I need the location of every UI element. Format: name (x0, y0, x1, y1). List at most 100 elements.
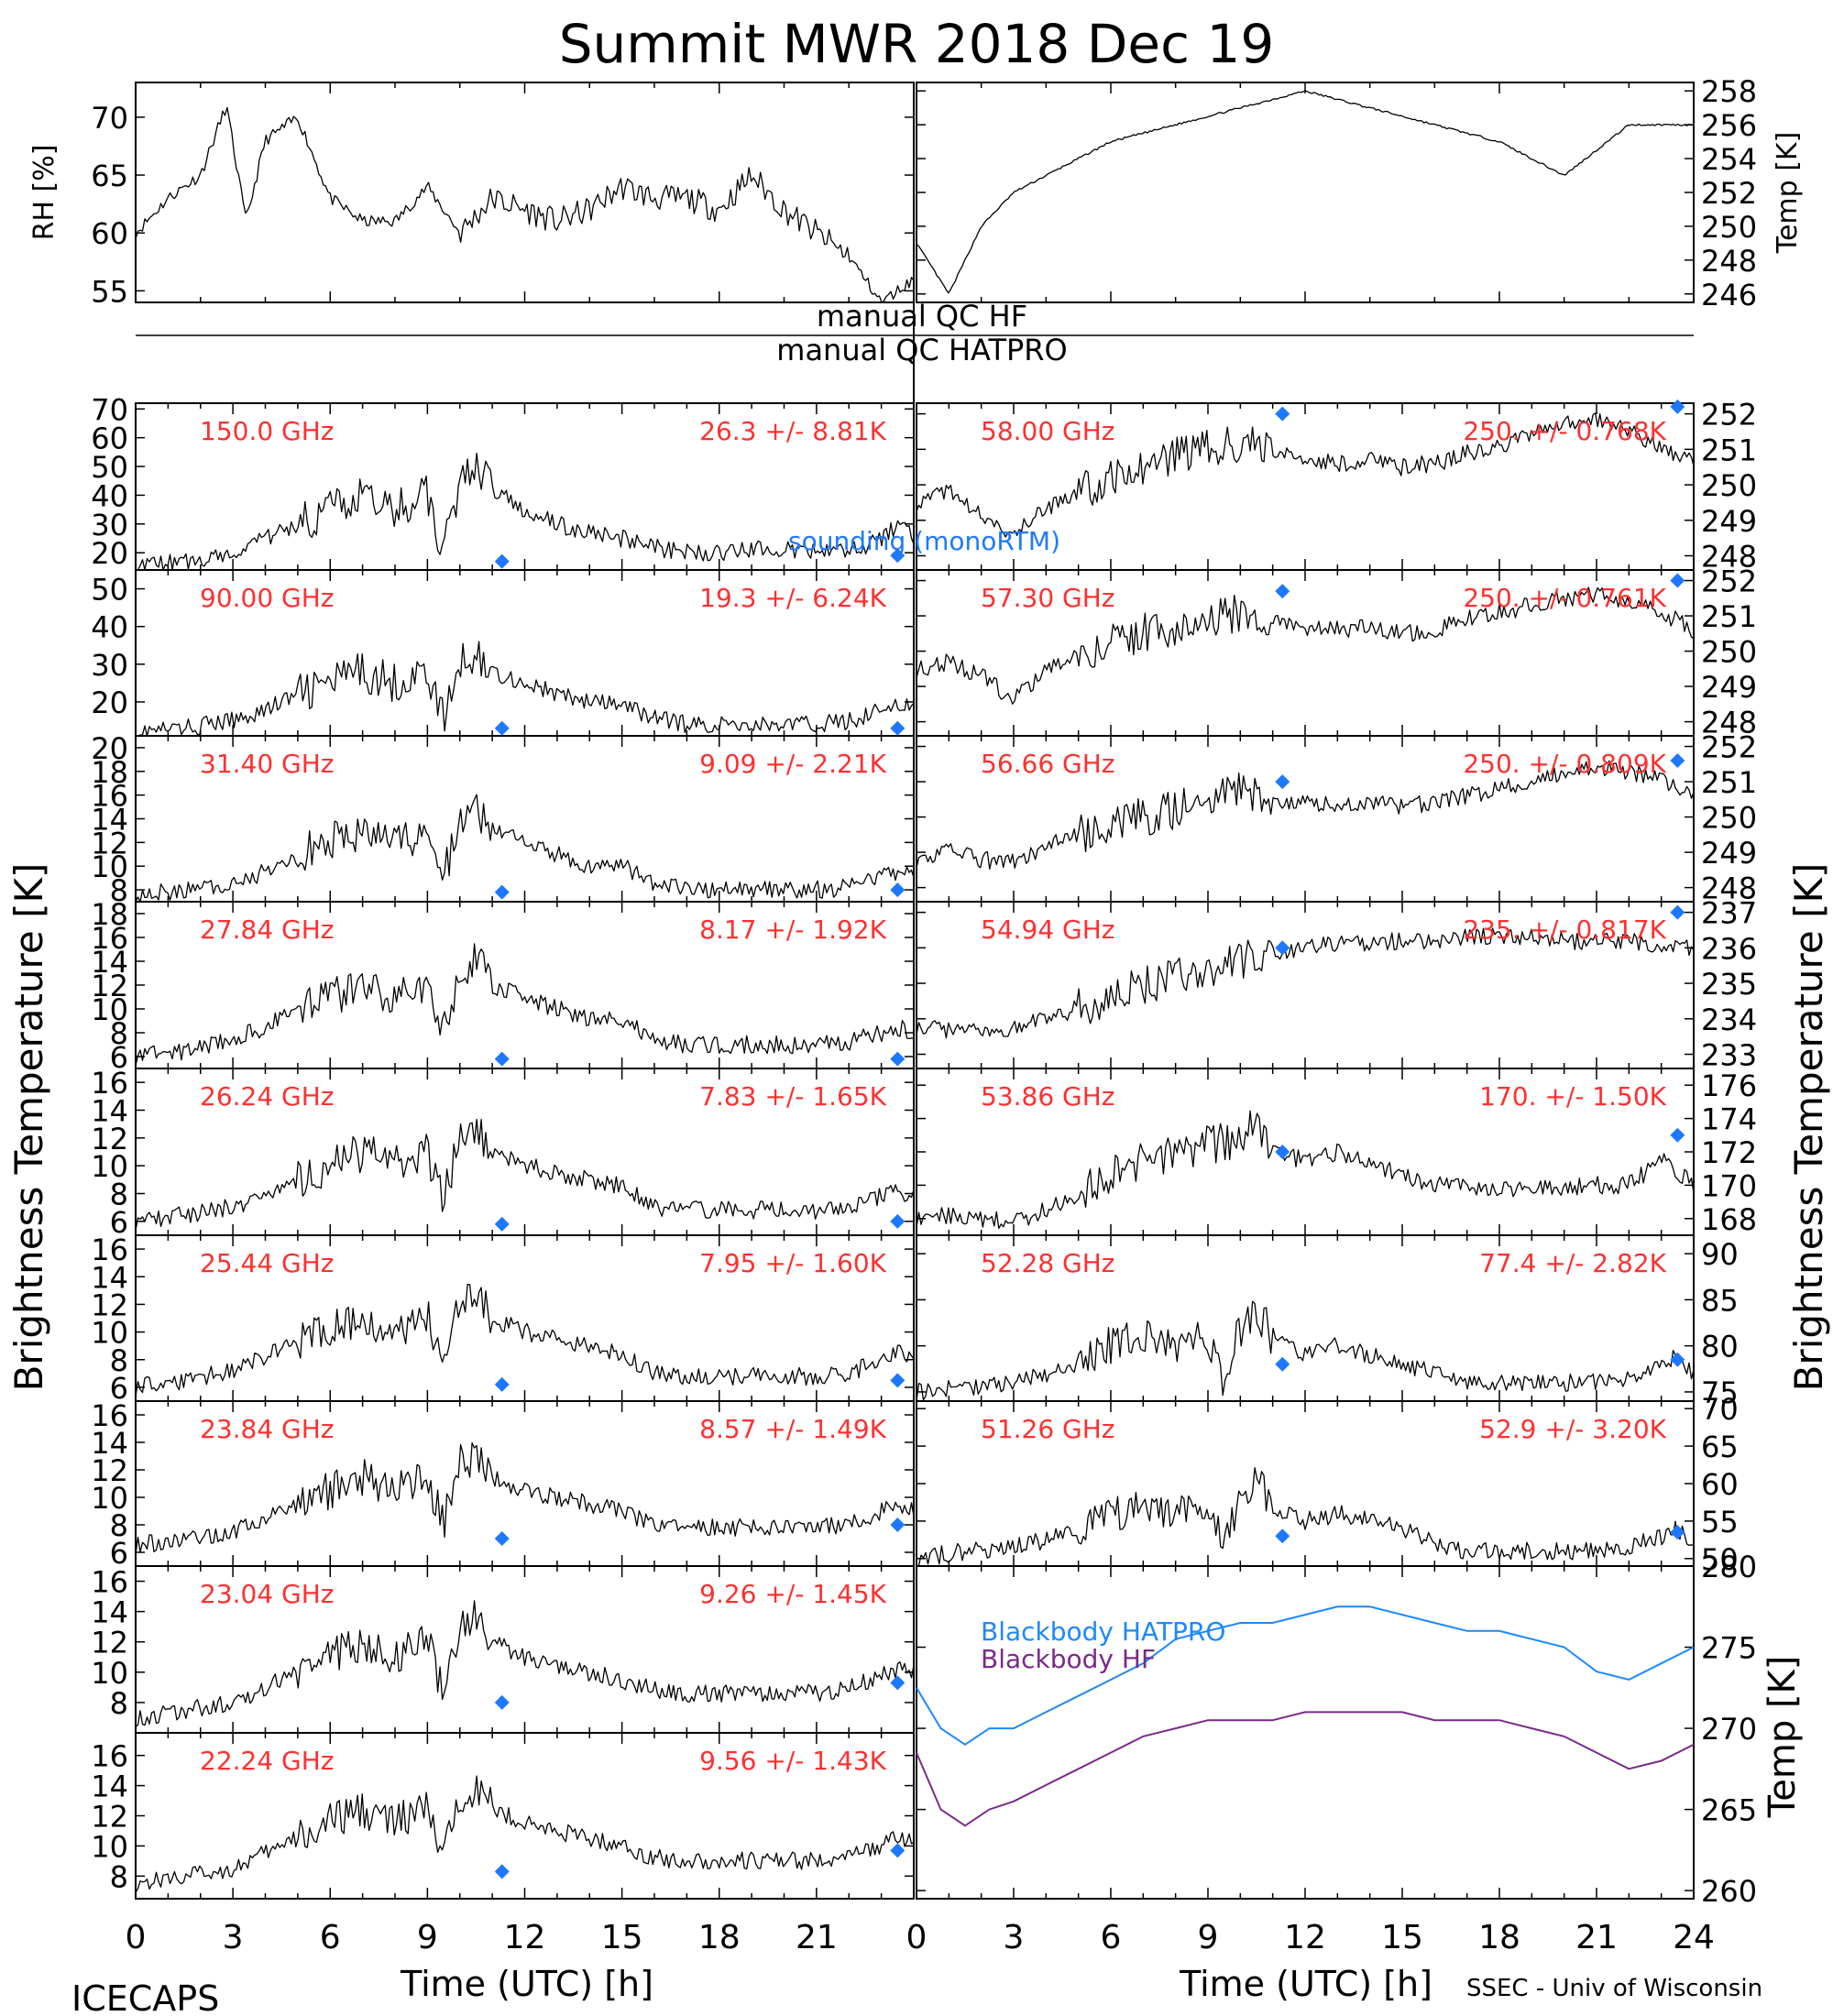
x-tick-label: 15 (601, 1919, 643, 1956)
panel-57-30-stats-label: 250. +/- 0.761K (1463, 583, 1666, 613)
panel-51-26-sounding-point (1275, 1528, 1290, 1544)
panel-31-40-ytick-label: 18 (91, 755, 128, 790)
panel-150-0-trace (136, 452, 915, 571)
panel-57-30-ytick-label: 252 (1701, 564, 1757, 599)
panel-26-24-freq-label: 26.24 GHz (200, 1081, 335, 1112)
panel-22-24-ytick-label: 10 (91, 1829, 128, 1864)
panel-57-30-trace (916, 586, 1695, 705)
blackbody-series-line (916, 1711, 1695, 1827)
panel-22-24-ytick-label: 16 (91, 1739, 128, 1774)
chart-marks: 150.0 GHz 26.3 +/- 8.81K 90.00 GHz 19.3 +/-… (135, 90, 1695, 1893)
panel-56-66-ytick-label: 250 (1701, 801, 1757, 836)
panel-27-84-ytick-label: 18 (91, 897, 128, 932)
panel-23-04-trace (135, 1600, 915, 1727)
panel-150-0-ytick-label: 30 (91, 508, 128, 542)
panel-51-26-ytick-label: 70 (1701, 1392, 1739, 1427)
panel-31-40-ytick-label: 10 (91, 849, 128, 884)
panel-26-24-ytick-label: 16 (91, 1066, 128, 1101)
panel-22-24-ytick-label: 12 (91, 1800, 128, 1835)
x-tick-label: 9 (1198, 1919, 1219, 1956)
panel-25-44-sounding-point (494, 1376, 510, 1392)
temp-panel-ytick-label: 252 (1701, 176, 1757, 211)
panel-90-00-sounding-point (890, 720, 906, 736)
panel-27-84-freq-label: 27.84 GHz (200, 915, 335, 945)
panel-56-66-ytick-label: 248 (1701, 871, 1757, 906)
panel-31-40-freq-label: 31.40 GHz (200, 749, 335, 779)
x-tick-label: 12 (504, 1919, 546, 1956)
panel-23-04-freq-label: 23.04 GHz (200, 1579, 335, 1609)
x-tick-label: 18 (1478, 1919, 1520, 1956)
panel-90-00-ytick-label: 50 (91, 573, 128, 608)
left-ylabel: Brightness Temperature [K] (6, 863, 51, 1392)
rh-ylabel: RH [%] (28, 145, 60, 241)
panel-25-44-ytick-label: 14 (91, 1260, 128, 1295)
rh-panel-trace (135, 106, 915, 303)
panel-22-24-trace (135, 1775, 915, 1893)
panel-51-26-ytick-label: 55 (1701, 1505, 1739, 1539)
panel-52-28-ytick-label: 80 (1701, 1330, 1739, 1364)
panel-54-94-freq-label: 54.94 GHz (981, 915, 1115, 945)
temp-panel-ytick-label: 246 (1701, 278, 1757, 312)
panel-56-66-ytick-label: 251 (1701, 765, 1757, 800)
panel-25-44-ytick-label: 8 (110, 1343, 128, 1378)
panel-25-44-ytick-label: 6 (110, 1371, 128, 1406)
panel-31-40-trace (135, 794, 915, 903)
panel-150-0-sounding-point (890, 548, 906, 564)
panel-51-26-ytick-label: 60 (1701, 1467, 1739, 1502)
panel-25-44-ytick-label: 16 (91, 1233, 128, 1267)
panel-57-30-freq-label: 57.30 GHz (981, 583, 1115, 613)
panel-31-40-ytick-label: 8 (110, 873, 128, 908)
panel-57-30-ytick-label: 251 (1701, 599, 1757, 634)
panel-90-00-trace (135, 641, 915, 737)
panel-53-86-trace (916, 1110, 1695, 1230)
x-axis-label-left: Time (UTC) [h] (400, 1964, 653, 2004)
panel-26-24-sounding-point (494, 1216, 510, 1232)
temp-ylabel: Temp [K] (1772, 132, 1804, 255)
panel-25-44-freq-label: 25.44 GHz (200, 1248, 335, 1278)
x-tick-label: 6 (1101, 1919, 1122, 1956)
x-tick-label: 15 (1381, 1919, 1423, 1956)
panel-22-24-sounding-point (890, 1843, 906, 1858)
panel-53-86-ytick-label: 168 (1701, 1202, 1757, 1237)
panel-23-84-ytick-label: 16 (91, 1398, 128, 1433)
panel-150-0-freq-label: 150.0 GHz (200, 416, 335, 446)
panel-51-26-sounding-point (1670, 1525, 1685, 1540)
panel-27-84-ytick-label: 12 (91, 969, 128, 1003)
panel-52-28-freq-label: 52.28 GHz (981, 1248, 1115, 1278)
panel-31-40-ytick-label: 20 (91, 731, 128, 766)
panel-22-24-ytick-label: 8 (110, 1859, 128, 1894)
panel-150-0-ytick-label: 20 (91, 536, 128, 571)
panel-27-84-ytick-label: 10 (91, 992, 128, 1027)
panel-23-84-ytick-label: 12 (91, 1453, 128, 1488)
blackbody-panel-ytick-label: 280 (1701, 1550, 1757, 1584)
blackbody-legend-entry: Blackbody HF (981, 1644, 1156, 1674)
panel-25-44-ytick-label: 10 (91, 1316, 128, 1351)
panel-54-94-trace (916, 927, 1695, 1039)
panel-52-28-ytick-label: 90 (1701, 1237, 1739, 1272)
panel-27-84-ytick-label: 14 (91, 945, 128, 980)
x-tick-label: 3 (223, 1919, 244, 1956)
panel-56-66-sounding-point (1670, 752, 1685, 768)
x-tick-label: 6 (320, 1919, 341, 1956)
x-tick-label: 9 (417, 1919, 438, 1956)
x-tick-label: 24 (1673, 1919, 1715, 1956)
panel-52-28-ytick-label: 85 (1701, 1283, 1739, 1318)
right-ylabel: Brightness Temperature [K] (1786, 863, 1831, 1392)
panel-58-00-ytick-label: 248 (1701, 540, 1757, 575)
panel-57-30-ytick-label: 250 (1701, 635, 1757, 670)
temp-panel-ytick-label: 248 (1701, 244, 1757, 279)
panel-52-28-sounding-point (1670, 1352, 1685, 1367)
panel-56-66-trace (916, 760, 1695, 870)
panel-23-84-ytick-label: 6 (110, 1536, 128, 1571)
temp-panel-trace (916, 90, 1695, 294)
panel-58-00-stats-label: 250. +/- 0.768K (1463, 416, 1666, 446)
panel-25-44-trace (135, 1283, 915, 1397)
x-tick-label: 18 (698, 1919, 741, 1956)
panel-26-24-ytick-label: 12 (91, 1122, 128, 1156)
panel-31-40-ytick-label: 16 (91, 779, 128, 814)
figure-title: Summit MWR 2018 Dec 19 (559, 13, 1275, 75)
panel-150-0-ytick-label: 50 (91, 450, 128, 485)
panel-54-94-sounding-point (1670, 904, 1685, 920)
panel-31-40-ytick-label: 14 (91, 803, 128, 838)
